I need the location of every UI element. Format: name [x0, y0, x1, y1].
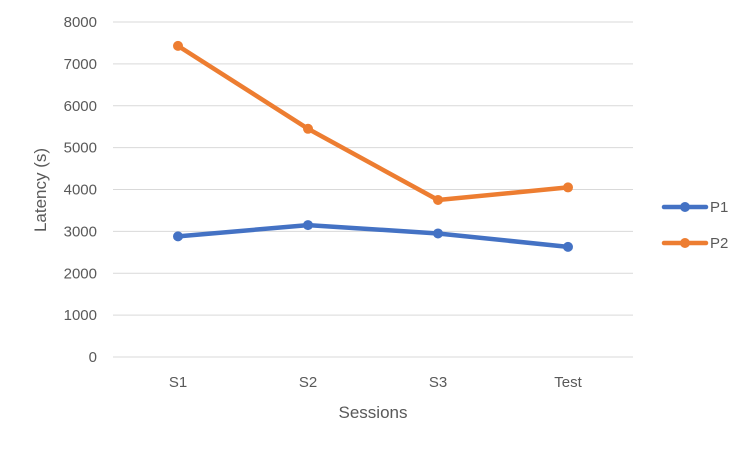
- series-line-p1: [175, 222, 571, 250]
- y-tick-label: 5000: [64, 140, 97, 157]
- y-tick-label: 0: [89, 349, 97, 366]
- x-tick-label: S2: [299, 374, 317, 391]
- data-point-p1: [433, 228, 443, 239]
- x-axis-title: Sessions: [339, 403, 408, 422]
- data-point-p2: [173, 40, 183, 51]
- data-point-p1: [173, 231, 183, 242]
- y-axis-ticks: 0 1000 2000 3000 4000 5000 6000 7000 8000: [64, 14, 97, 366]
- y-tick-label: 8000: [64, 14, 97, 31]
- y-tick-label: 7000: [64, 56, 97, 73]
- y-axis-title: Latency (s): [31, 148, 50, 232]
- y-tick-label: 2000: [64, 265, 97, 282]
- x-tick-label: S1: [169, 374, 187, 391]
- gridlines: [113, 21, 633, 358]
- data-point-p1: [563, 241, 573, 252]
- data-point-p2: [303, 123, 313, 134]
- legend: P1 P2: [661, 199, 728, 252]
- legend-marker-p2: [680, 238, 690, 248]
- series-group: [173, 40, 573, 252]
- data-point-p2: [433, 194, 443, 205]
- y-tick-label: 3000: [64, 223, 97, 240]
- data-point-p2: [563, 182, 573, 193]
- x-tick-label: S3: [429, 374, 447, 391]
- y-tick-label: 4000: [64, 182, 97, 199]
- series-line-p2: [175, 43, 571, 203]
- x-tick-label: Test: [554, 374, 582, 391]
- legend-marker-p1: [680, 202, 690, 212]
- y-tick-label: 6000: [64, 98, 97, 115]
- legend-label-p2: P2: [710, 235, 728, 252]
- legend-label-p1: P1: [710, 199, 728, 216]
- y-tick-label: 1000: [64, 307, 97, 324]
- x-axis-ticks: S1 S2 S3 Test: [169, 374, 583, 391]
- data-point-p1: [303, 220, 313, 231]
